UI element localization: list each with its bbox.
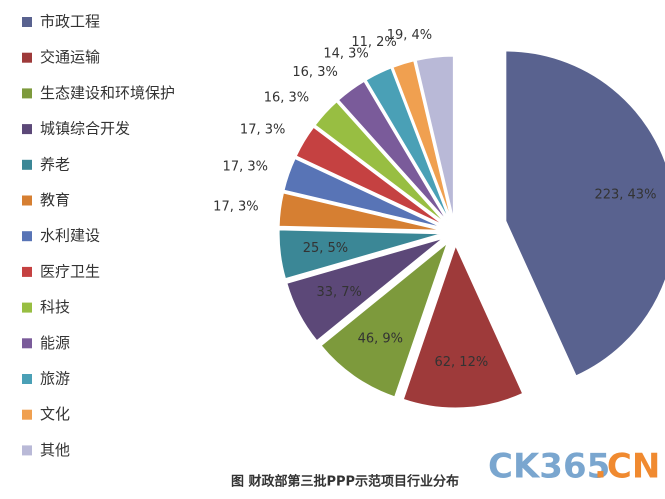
- legend-label: 市政工程: [40, 13, 100, 31]
- pie-slice: [402, 244, 524, 409]
- legend-label: 养老: [40, 155, 70, 173]
- data-label: 14, 3%: [323, 46, 368, 61]
- legend-label: 交通运输: [40, 48, 100, 66]
- pie-slice: [505, 50, 665, 377]
- watermark-suffix: .CN: [594, 447, 660, 487]
- pie-slice: [286, 237, 443, 342]
- data-label: 25, 5%: [303, 241, 348, 256]
- legend-label: 医疗卫生: [40, 262, 100, 280]
- pie-slice: [365, 67, 450, 220]
- data-label: 17, 3%: [223, 159, 268, 174]
- legend-label: 能源: [40, 334, 70, 352]
- pie-slice: [278, 192, 442, 231]
- pie-slice: [337, 80, 448, 222]
- legend-swatch: [22, 124, 32, 135]
- data-label: 17, 3%: [240, 122, 285, 137]
- data-label: 16, 3%: [292, 65, 337, 80]
- legend-label: 文化: [40, 405, 70, 423]
- watermark: CK365: [488, 447, 610, 487]
- data-label: 223, 43%: [594, 188, 656, 203]
- legend-swatch: [22, 302, 32, 313]
- legend-label: 生态建设和环境保护: [40, 84, 175, 102]
- legend-label: 水利建设: [40, 227, 100, 245]
- pie-slice: [320, 242, 449, 398]
- data-label: 16, 3%: [264, 91, 309, 106]
- legend-swatch: [22, 409, 32, 420]
- legend-label: 教育: [40, 191, 70, 209]
- pie-slice: [283, 157, 442, 228]
- pie-slice: [278, 229, 442, 280]
- pie-slice: [415, 55, 454, 219]
- legend-swatch: [22, 445, 32, 456]
- legend-swatch: [22, 266, 32, 277]
- legend-label: 城镇综合开发: [40, 120, 130, 138]
- data-label: 62, 12%: [435, 355, 489, 370]
- data-label: 19, 4%: [387, 28, 432, 43]
- data-label: 33, 7%: [316, 285, 361, 300]
- legend-swatch: [22, 17, 32, 27]
- legend-label: 科技: [40, 298, 70, 316]
- legend-swatch: [22, 52, 32, 63]
- legend-swatch: [22, 231, 32, 242]
- legend-swatch: [22, 159, 32, 170]
- pie-slice: [314, 101, 446, 223]
- legend-label: 旅游: [40, 370, 70, 388]
- legend-swatch: [22, 338, 32, 349]
- data-label: 17, 3%: [213, 199, 258, 214]
- legend-swatch: [22, 88, 32, 99]
- data-label: 11, 2%: [351, 35, 396, 50]
- pie-slice: [295, 126, 444, 226]
- legend-swatch: [22, 195, 32, 206]
- caption: 图 财政部第三批PPP示范项目行业分布: [231, 474, 459, 490]
- legend-label: 其他: [40, 441, 70, 459]
- data-label: 46, 9%: [358, 332, 403, 347]
- legend-swatch: [22, 374, 32, 384]
- pie-slice: [392, 60, 452, 219]
